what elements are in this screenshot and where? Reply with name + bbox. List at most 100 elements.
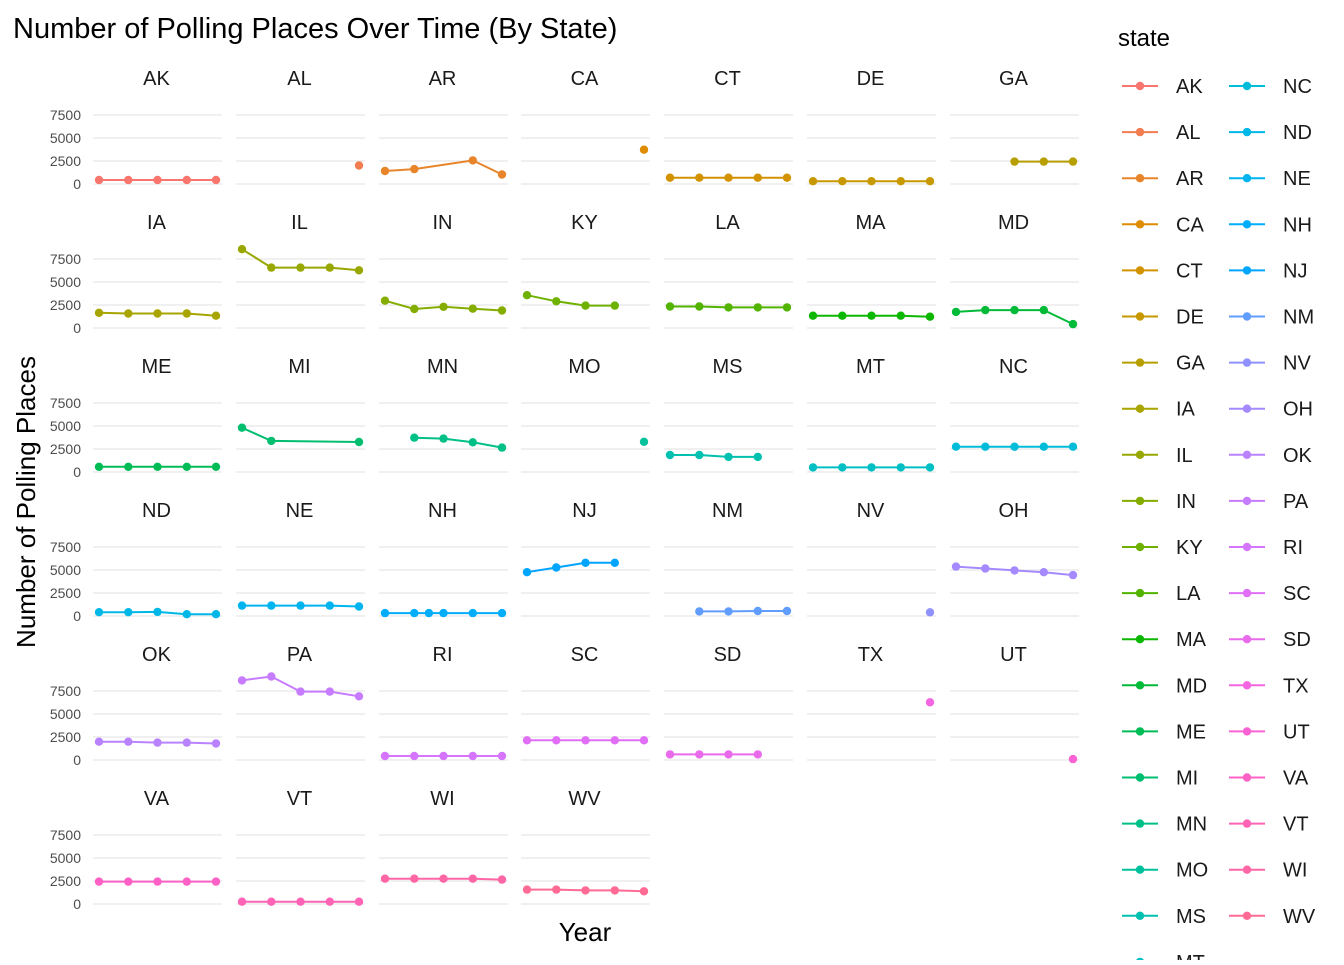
- legend-item-pa: PA: [1229, 491, 1309, 513]
- legend-key-point: [1243, 82, 1251, 90]
- facet-strip-label: VA: [144, 788, 170, 810]
- legend-key-point: [1136, 681, 1144, 689]
- data-point: [695, 750, 703, 758]
- data-point: [183, 176, 191, 184]
- data-point: [498, 609, 506, 617]
- y-tick-label: 0: [73, 176, 81, 192]
- data-point: [1069, 571, 1077, 579]
- data-point: [981, 443, 989, 451]
- data-point: [439, 303, 447, 311]
- legend-label: MS: [1176, 906, 1206, 928]
- legend-key-point: [1136, 866, 1144, 874]
- data-point: [552, 736, 560, 744]
- data-point: [1010, 443, 1018, 451]
- data-point: [238, 676, 246, 684]
- data-point: [611, 559, 619, 567]
- legend-label: GA: [1176, 353, 1206, 375]
- legend-item-in: IN: [1122, 491, 1196, 513]
- facet-strip-label: KY: [571, 212, 598, 234]
- data-point: [1069, 755, 1077, 763]
- data-point: [809, 312, 817, 320]
- data-point: [952, 443, 960, 451]
- legend-label: UT: [1283, 721, 1310, 743]
- facet-panel-ca: CA: [521, 68, 650, 184]
- data-point: [523, 736, 531, 744]
- facet-panel-ga: GA: [950, 68, 1079, 184]
- facet-panel-de: DE: [807, 68, 936, 185]
- data-point: [926, 313, 934, 321]
- series-line-ky: [527, 295, 615, 305]
- y-tick-label: 0: [73, 752, 81, 768]
- facet-panel-ar: AR: [379, 68, 508, 184]
- data-point: [581, 736, 589, 744]
- facet-strip-label: NM: [712, 500, 743, 522]
- legend-label: DE: [1176, 307, 1204, 329]
- legend-key-point: [1136, 405, 1144, 413]
- facet-strip-label: WI: [430, 788, 454, 810]
- legend-item-md: MD: [1122, 675, 1207, 697]
- data-point: [153, 738, 161, 746]
- legend-label: ND: [1283, 122, 1312, 144]
- data-point: [267, 601, 275, 609]
- facet-panel-ct: CT: [664, 68, 793, 184]
- data-point: [212, 176, 220, 184]
- legend-item-mt: MT: [1122, 952, 1205, 960]
- legend-item-nc: NC: [1229, 76, 1312, 98]
- data-point: [724, 303, 732, 311]
- y-tick-label: 2500: [50, 585, 81, 601]
- facet-strip-label: NC: [999, 356, 1028, 378]
- data-point: [754, 174, 762, 182]
- data-point: [153, 309, 161, 317]
- data-point: [838, 312, 846, 320]
- legend-item-ut: UT: [1229, 721, 1310, 743]
- data-point: [410, 165, 418, 173]
- data-point: [1010, 566, 1018, 574]
- legend-key-point: [1243, 773, 1251, 781]
- data-point: [981, 306, 989, 314]
- legend-label: AL: [1176, 122, 1200, 144]
- legend-label: LA: [1176, 583, 1201, 605]
- data-point: [95, 877, 103, 885]
- legend-key-point: [1136, 174, 1144, 182]
- facet-strip-label: OK: [142, 644, 172, 666]
- legend-key-point: [1243, 312, 1251, 320]
- facet-strip-label: MD: [998, 212, 1029, 234]
- facet-panel-wi: WI: [379, 788, 508, 904]
- y-tick-label: 5000: [50, 130, 81, 146]
- data-point: [581, 559, 589, 567]
- data-point: [724, 750, 732, 758]
- data-point: [469, 875, 477, 883]
- data-point: [355, 161, 363, 169]
- legend-label: MT: [1176, 952, 1205, 960]
- legend-label: NV: [1283, 353, 1311, 375]
- data-point: [326, 687, 334, 695]
- data-point: [425, 609, 433, 617]
- legend-label: SC: [1283, 583, 1311, 605]
- facet-panel-la: LA: [664, 212, 793, 328]
- data-point: [640, 146, 648, 154]
- data-point: [95, 608, 103, 616]
- data-point: [355, 898, 363, 906]
- facet-strip-label: MS: [713, 356, 743, 378]
- legend-item-nv: NV: [1229, 353, 1311, 375]
- data-point: [296, 601, 304, 609]
- legend-label: IN: [1176, 491, 1196, 513]
- legend-label: VA: [1283, 768, 1309, 790]
- facet-strip-label: SC: [571, 644, 599, 666]
- legend-key-point: [1136, 497, 1144, 505]
- data-point: [183, 738, 191, 746]
- legend-title: state: [1118, 25, 1170, 52]
- facet-strip-label: AK: [143, 68, 170, 90]
- data-point: [498, 306, 506, 314]
- data-point: [552, 885, 560, 893]
- legend-label: MO: [1176, 860, 1208, 882]
- data-point: [1040, 568, 1048, 576]
- data-point: [897, 463, 905, 471]
- facet-strip-label: DE: [857, 68, 885, 90]
- data-point: [926, 463, 934, 471]
- legend-item-ak: AK: [1122, 76, 1203, 98]
